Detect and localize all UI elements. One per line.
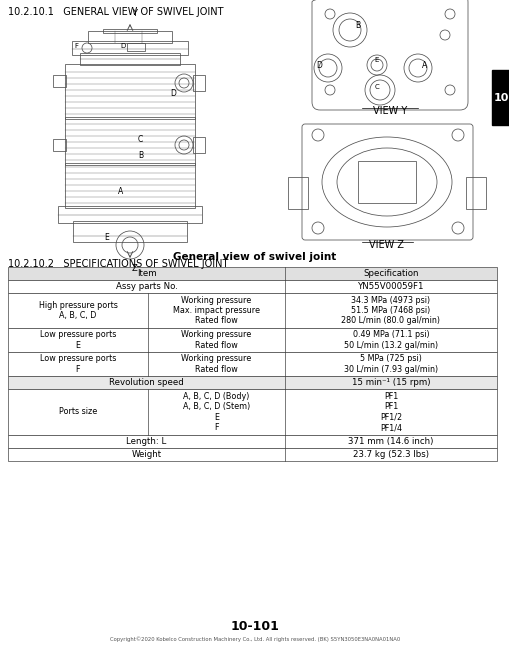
Bar <box>8 448 496 461</box>
Text: E: E <box>373 57 378 63</box>
Bar <box>8 328 496 352</box>
Bar <box>73 221 187 242</box>
Bar <box>8 435 496 448</box>
Bar <box>8 376 496 389</box>
Text: 10.2.10.2   SPECIFICATIONS OF SWIVEL JOINT: 10.2.10.2 SPECIFICATIONS OF SWIVEL JOINT <box>8 259 228 269</box>
Bar <box>8 293 496 328</box>
Text: A: A <box>118 187 123 195</box>
Text: B: B <box>138 151 143 160</box>
Bar <box>8 352 496 376</box>
Text: 0.49 MPa (71.1 psi)
50 L/min (13.2 gal/min): 0.49 MPa (71.1 psi) 50 L/min (13.2 gal/m… <box>343 330 437 350</box>
Bar <box>65 64 194 119</box>
Text: B: B <box>354 20 359 29</box>
Bar <box>127 43 145 51</box>
Text: 10-101: 10-101 <box>230 620 279 633</box>
Text: VIEW Y: VIEW Y <box>372 106 406 116</box>
Text: Ports size: Ports size <box>59 407 97 417</box>
Bar <box>465 177 485 209</box>
Bar <box>53 139 66 151</box>
Text: E: E <box>104 233 108 242</box>
Bar <box>58 206 202 223</box>
Text: D: D <box>316 62 321 71</box>
Bar <box>8 267 496 280</box>
Text: C: C <box>374 84 379 90</box>
Text: Specification: Specification <box>362 269 418 278</box>
Bar <box>88 31 172 43</box>
Text: 10: 10 <box>492 93 507 103</box>
Text: YN55V00059F1: YN55V00059F1 <box>357 282 423 291</box>
Text: VIEW Z: VIEW Z <box>369 240 404 250</box>
Bar <box>8 280 496 293</box>
Text: 34.3 MPa (4973 psi)
51.5 MPa (7468 psi)
280 L/min (80.0 gal/min): 34.3 MPa (4973 psi) 51.5 MPa (7468 psi) … <box>341 295 440 326</box>
Bar <box>65 117 194 165</box>
Text: General view of swivel joint: General view of swivel joint <box>173 252 336 262</box>
Text: A, B, C, D (Body)
A, B, C, D (Stem)
E
F: A, B, C, D (Body) A, B, C, D (Stem) E F <box>183 392 249 432</box>
Text: 23.7 kg (52.3 lbs): 23.7 kg (52.3 lbs) <box>352 450 428 459</box>
Bar <box>65 163 194 208</box>
Bar <box>80 53 180 65</box>
Text: F: F <box>74 43 78 49</box>
Bar <box>288 177 307 209</box>
Text: C: C <box>138 136 143 145</box>
Bar <box>357 161 415 203</box>
Bar <box>8 389 496 435</box>
Text: D: D <box>169 88 176 98</box>
Text: Weight: Weight <box>131 450 161 459</box>
Text: 10.2.10.1   GENERAL VIEW OF SWIVEL JOINT: 10.2.10.1 GENERAL VIEW OF SWIVEL JOINT <box>8 7 223 17</box>
Text: Working pressure
Rated flow: Working pressure Rated flow <box>181 330 251 350</box>
Bar <box>192 137 205 153</box>
Text: A: A <box>421 62 427 71</box>
Text: 371 mm (14.6 inch): 371 mm (14.6 inch) <box>348 437 433 446</box>
Text: Copyright©2020 Kobelco Construction Machinery Co., Ltd. All rights reserved. (BK: Copyright©2020 Kobelco Construction Mach… <box>109 637 400 642</box>
Bar <box>192 75 205 91</box>
Text: Y: Y <box>132 9 137 18</box>
Text: 15 min⁻¹ (15 rpm): 15 min⁻¹ (15 rpm) <box>351 378 430 387</box>
Text: Z: Z <box>132 264 137 273</box>
Bar <box>103 29 157 33</box>
Text: Working pressure
Max. impact pressure
Rated flow: Working pressure Max. impact pressure Ra… <box>173 295 260 326</box>
Text: Low pressure ports
E: Low pressure ports E <box>40 330 116 350</box>
Text: Low pressure ports
F: Low pressure ports F <box>40 354 116 374</box>
Text: High pressure ports
A, B, C, D: High pressure ports A, B, C, D <box>39 301 117 320</box>
Text: Length: L: Length: L <box>126 437 166 446</box>
Text: Working pressure
Rated flow: Working pressure Rated flow <box>181 354 251 374</box>
Bar <box>491 70 509 125</box>
Text: D: D <box>120 43 125 49</box>
Text: PF1
PF1
PF1/2
PF1/4: PF1 PF1 PF1/2 PF1/4 <box>379 392 401 432</box>
Bar <box>53 75 66 87</box>
Text: Assy parts No.: Assy parts No. <box>116 282 177 291</box>
Text: 5 MPa (725 psi)
30 L/min (7.93 gal/min): 5 MPa (725 psi) 30 L/min (7.93 gal/min) <box>343 354 437 374</box>
Text: Item: Item <box>136 269 156 278</box>
Bar <box>72 41 188 55</box>
Text: Revolution speed: Revolution speed <box>109 378 184 387</box>
